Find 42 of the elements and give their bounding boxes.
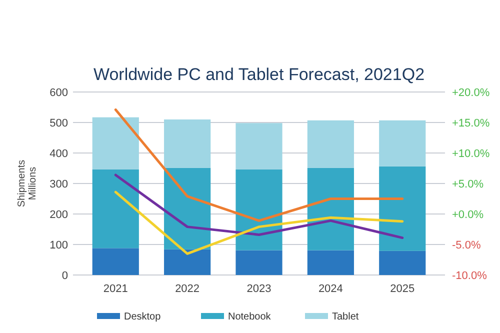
y-tick-label: 400 (50, 148, 68, 160)
bar (236, 123, 282, 170)
y2-tick-label: +10.0% (452, 148, 490, 160)
bar (379, 250, 426, 275)
y-tick-label: 300 (50, 178, 68, 190)
y2-tick-label: +15.0% (452, 117, 490, 130)
bar (236, 169, 282, 250)
bar (164, 249, 211, 275)
bar (92, 117, 139, 170)
y2-tick-label: -10.0% (452, 270, 488, 282)
legend-label: Tablet (332, 312, 359, 322)
bar (164, 119, 211, 168)
chart-title: Worldwide PC and Tablet Forecast, 2021Q2 (93, 65, 425, 84)
bar (307, 120, 354, 168)
line-series (114, 174, 404, 240)
bar (164, 168, 211, 250)
y2-tick-label: +20.0% (452, 86, 490, 99)
bar (379, 166, 426, 251)
bar (307, 168, 354, 250)
x-tick-label: 2022 (175, 283, 200, 295)
line-series (114, 108, 404, 222)
x-tick-label: 2023 (246, 283, 272, 295)
y-axis-title: Shipments Millions (16, 160, 38, 208)
y-tick-label: 200 (50, 208, 68, 221)
y-tick-label: 0 (62, 270, 68, 282)
y-tick-label: 100 (50, 239, 68, 252)
legend-label: Notebook (228, 312, 272, 322)
bar (379, 120, 426, 166)
x-tick-label: 2021 (103, 283, 128, 295)
x-tick-label: 2024 (318, 283, 343, 295)
y-tick-label: 600 (50, 86, 68, 99)
x-tick-label: 2025 (390, 283, 415, 295)
y2-tick-label: +5.0% (452, 178, 484, 190)
y2-tick-label: -5.0% (452, 239, 481, 252)
legend-label: Desktop (124, 312, 162, 322)
y2-tick-label: +0.0% (452, 208, 484, 221)
y-tick-label: 500 (50, 117, 68, 130)
line-series (114, 190, 404, 255)
bar (92, 169, 139, 248)
bar (307, 250, 354, 275)
bar (236, 250, 282, 275)
bar (92, 248, 139, 275)
